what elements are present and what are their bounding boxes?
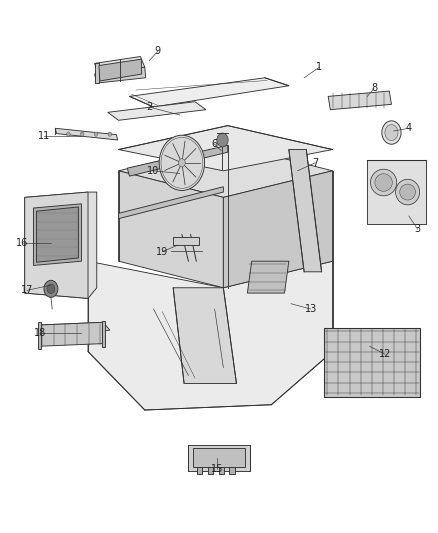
Polygon shape	[324, 328, 420, 397]
Polygon shape	[247, 261, 289, 293]
Polygon shape	[119, 171, 223, 288]
Polygon shape	[127, 146, 228, 176]
Polygon shape	[38, 322, 41, 349]
Circle shape	[178, 159, 185, 167]
Polygon shape	[88, 261, 332, 410]
Circle shape	[44, 280, 58, 297]
Polygon shape	[193, 448, 245, 467]
Ellipse shape	[375, 174, 392, 191]
Text: 1: 1	[316, 62, 322, 72]
Text: 6: 6	[212, 139, 218, 149]
Polygon shape	[173, 288, 237, 383]
Text: 12: 12	[379, 349, 391, 359]
Text: 11: 11	[38, 131, 50, 141]
Polygon shape	[108, 102, 206, 120]
Text: 15: 15	[211, 464, 223, 473]
Text: 9: 9	[155, 46, 161, 56]
Circle shape	[47, 284, 55, 294]
Text: 3: 3	[415, 224, 421, 235]
Polygon shape	[40, 322, 103, 346]
Polygon shape	[25, 192, 88, 298]
Polygon shape	[289, 150, 321, 272]
Polygon shape	[95, 56, 145, 74]
Text: 13: 13	[304, 304, 317, 314]
Polygon shape	[33, 204, 81, 265]
Polygon shape	[173, 237, 199, 245]
Polygon shape	[188, 445, 250, 471]
Circle shape	[385, 125, 398, 141]
Circle shape	[382, 121, 401, 144]
Polygon shape	[367, 160, 426, 224]
Polygon shape	[197, 467, 202, 474]
Circle shape	[108, 132, 112, 136]
Circle shape	[217, 133, 228, 147]
Polygon shape	[208, 467, 213, 474]
Polygon shape	[40, 322, 110, 333]
Text: 7: 7	[312, 158, 318, 168]
Text: 16: 16	[16, 238, 28, 247]
Ellipse shape	[371, 169, 397, 196]
Polygon shape	[328, 91, 392, 110]
Text: 19: 19	[156, 247, 168, 256]
Polygon shape	[102, 321, 106, 348]
Text: 4: 4	[406, 123, 412, 133]
Ellipse shape	[396, 179, 420, 205]
Ellipse shape	[400, 184, 416, 200]
Circle shape	[159, 135, 205, 190]
Polygon shape	[119, 187, 223, 219]
Text: 18: 18	[34, 328, 46, 338]
Polygon shape	[95, 63, 99, 83]
Text: 17: 17	[21, 286, 33, 295]
Circle shape	[94, 132, 98, 136]
Text: 10: 10	[147, 166, 159, 176]
Polygon shape	[230, 467, 235, 474]
Polygon shape	[25, 192, 97, 298]
Text: 2: 2	[146, 102, 152, 112]
Polygon shape	[36, 207, 78, 262]
Polygon shape	[119, 144, 332, 197]
Text: 8: 8	[371, 83, 377, 93]
Polygon shape	[95, 67, 146, 83]
Polygon shape	[55, 128, 118, 140]
Polygon shape	[130, 78, 289, 107]
Polygon shape	[223, 171, 332, 288]
Circle shape	[67, 132, 70, 136]
Polygon shape	[99, 59, 142, 81]
Polygon shape	[119, 126, 332, 171]
Polygon shape	[219, 467, 224, 474]
Circle shape	[81, 132, 84, 136]
